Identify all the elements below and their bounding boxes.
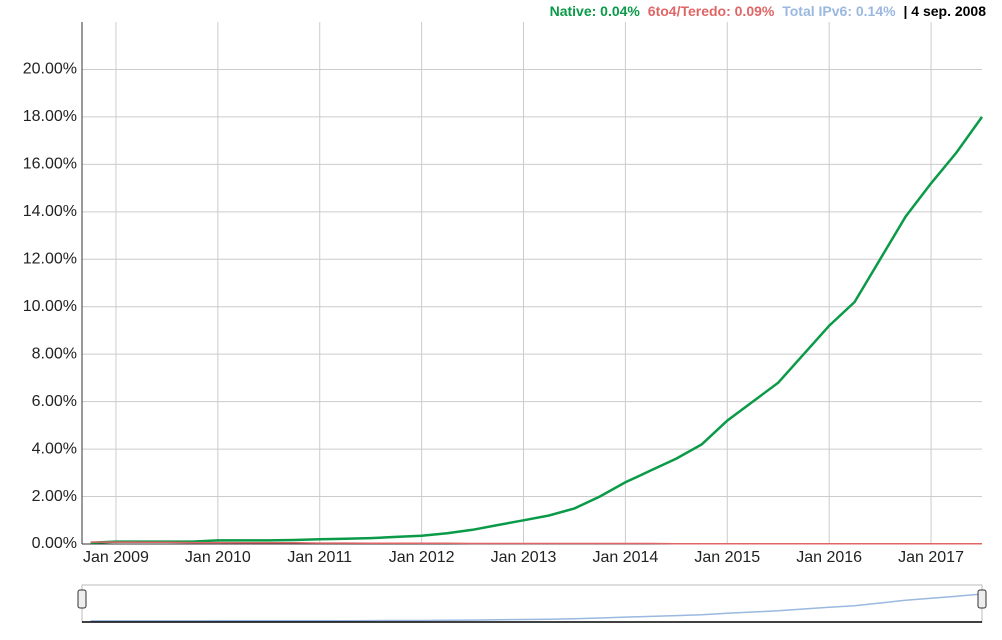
x-tick-label: Jan 2009 <box>83 549 149 566</box>
legend-teredo: 6to4/Teredo: 0.09% <box>647 3 775 19</box>
y-tick-label: 14.00% <box>23 203 77 220</box>
y-tick-label: 6.00% <box>32 393 77 410</box>
series-line <box>90 116 984 545</box>
y-tick-label: 18.00% <box>23 108 77 125</box>
legend-native: Native: 0.04% <box>549 3 640 19</box>
y-tick-label: 20.00% <box>23 61 77 78</box>
y-tick-label: 8.00% <box>32 345 77 362</box>
y-tick-label: 10.00% <box>23 298 77 315</box>
navigator-handle[interactable] <box>77 589 87 609</box>
navigator-handle[interactable] <box>977 589 987 609</box>
x-tick-label: Jan 2013 <box>491 549 557 566</box>
x-tick-label: Jan 2017 <box>898 549 964 566</box>
y-tick-label: 0.00% <box>32 535 77 552</box>
series-line <box>90 541 982 545</box>
navigator <box>81 584 983 623</box>
x-tick-label: Jan 2012 <box>389 549 455 566</box>
x-tick-label: Jan 2015 <box>694 549 760 566</box>
legend-date: | 4 sep. 2008 <box>903 3 986 19</box>
y-tick-label: 2.00% <box>32 488 77 505</box>
x-tick-label: Jan 2014 <box>592 549 658 566</box>
y-tick-label: 4.00% <box>32 440 77 457</box>
y-tick-label: 12.00% <box>23 250 77 267</box>
legend: Native: 0.04% 6to4/Teredo: 0.09% Total I… <box>546 3 986 19</box>
x-tick-label: Jan 2010 <box>185 549 251 566</box>
y-tick-label: 16.00% <box>23 156 77 173</box>
x-tick-label: Jan 2016 <box>796 549 862 566</box>
legend-total: Total IPv6: 0.14% <box>782 3 896 19</box>
x-tick-label: Jan 2011 <box>287 549 352 566</box>
navigator-line <box>90 593 983 622</box>
